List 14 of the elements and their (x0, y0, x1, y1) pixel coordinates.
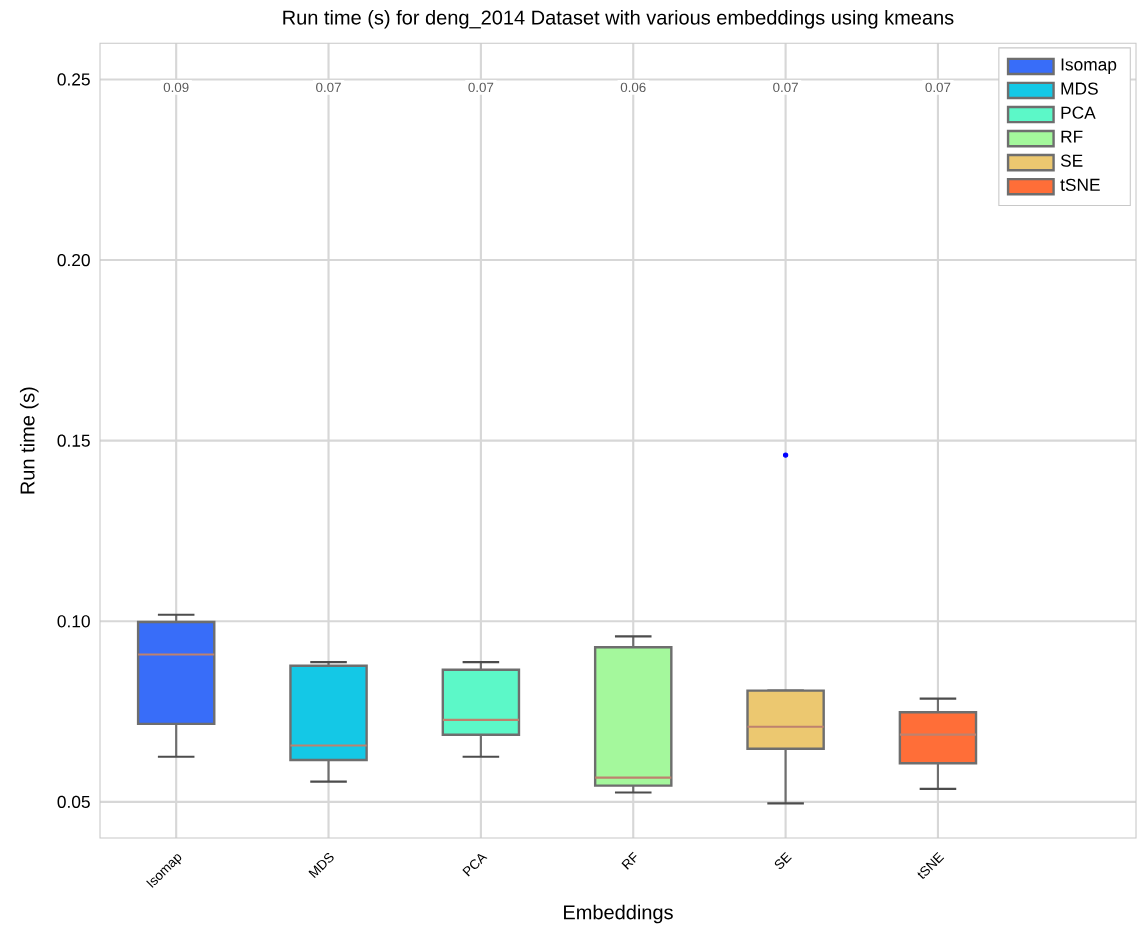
legend-label: tSNE (1060, 178, 1100, 191)
y-axis-title: Run time (s) (19, 387, 39, 494)
x-axis-title: Embeddings (564, 904, 673, 924)
legend-label: SE (1060, 154, 1083, 167)
y-tick-label: 0.25 (57, 73, 90, 86)
legend-label: PCA (1061, 106, 1096, 119)
y-tick-label: 0.10 (57, 615, 90, 628)
y-tick-label: 0.05 (57, 795, 90, 809)
legend-label: MDS (1061, 82, 1098, 95)
chart-title: Run time (s) for deng_2014 Dataset with various embeddings using kmeans (283, 9, 954, 29)
legend-label: Isomap (1061, 58, 1117, 75)
legend-label: RF (1061, 130, 1083, 143)
y-tick-label: 0.20 (57, 253, 90, 267)
y-tick-label: 0.15 (57, 434, 90, 447)
